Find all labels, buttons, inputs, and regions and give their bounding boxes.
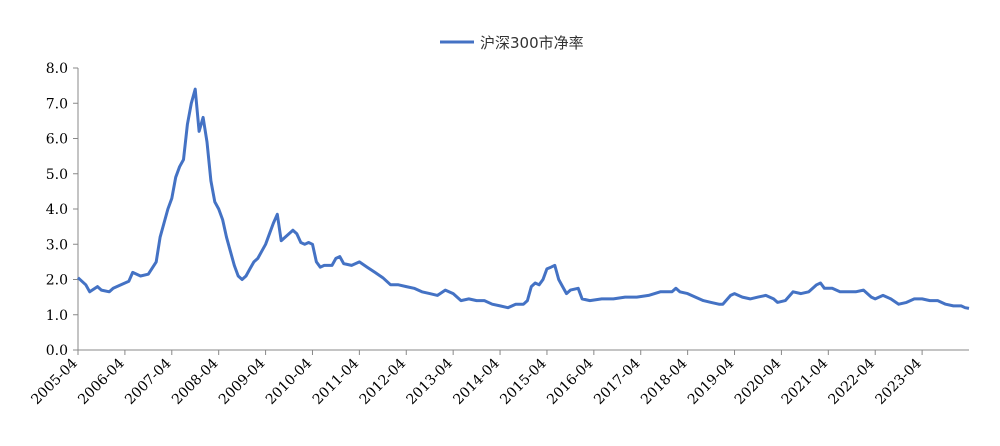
x-tick-label: 2008-04: [169, 355, 222, 408]
legend: 沪深300市净率: [440, 34, 584, 52]
x-tick-label: 2020-04: [732, 355, 785, 408]
y-axis: 0.0 1.0 2.0 3.0 4.0 5.0 6.0 7.0 8.0: [46, 61, 79, 359]
y-tick-label: 3.0: [46, 237, 68, 253]
x-tick-label: 2018-04: [638, 355, 691, 408]
legend-label: 沪深300市净率: [480, 34, 584, 52]
y-tick-label: 4.0: [46, 202, 68, 218]
x-tick-label: 2021-04: [779, 355, 832, 408]
x-tick-label: 2015-04: [497, 355, 550, 408]
plot-area: [76, 87, 970, 310]
x-tick-label: 2022-04: [826, 355, 879, 408]
x-tick-label: 2023-04: [872, 355, 925, 408]
x-tick-label: 2006-04: [75, 355, 128, 408]
x-tick-label: 2012-04: [357, 355, 410, 408]
x-tick-label: 2019-04: [685, 355, 738, 408]
y-tick-label: 7.0: [46, 96, 68, 112]
y-tick-label: 5.0: [46, 167, 68, 183]
x-tick-label: 2016-04: [544, 355, 597, 408]
x-tick-label: 2017-04: [591, 355, 644, 408]
y-tick-label: 0.0: [46, 343, 68, 359]
series-line: [76, 87, 970, 310]
x-tick-label: 2007-04: [122, 355, 175, 408]
x-tick-label: 2014-04: [450, 355, 503, 408]
x-tick-label: 2010-04: [263, 355, 316, 408]
y-tick-label: 6.0: [46, 132, 68, 148]
x-axis: 2005-042006-042007-042008-042009-042010-…: [28, 349, 969, 408]
x-tick-label: 2011-04: [310, 355, 363, 408]
y-tick-label: 2.0: [46, 273, 68, 289]
y-tick-label: 8.0: [46, 61, 68, 77]
y-tick-label: 1.0: [46, 308, 68, 324]
x-tick-label: 2005-04: [28, 355, 81, 408]
x-tick-label: 2013-04: [404, 355, 457, 408]
x-tick-label: 2009-04: [216, 355, 269, 408]
